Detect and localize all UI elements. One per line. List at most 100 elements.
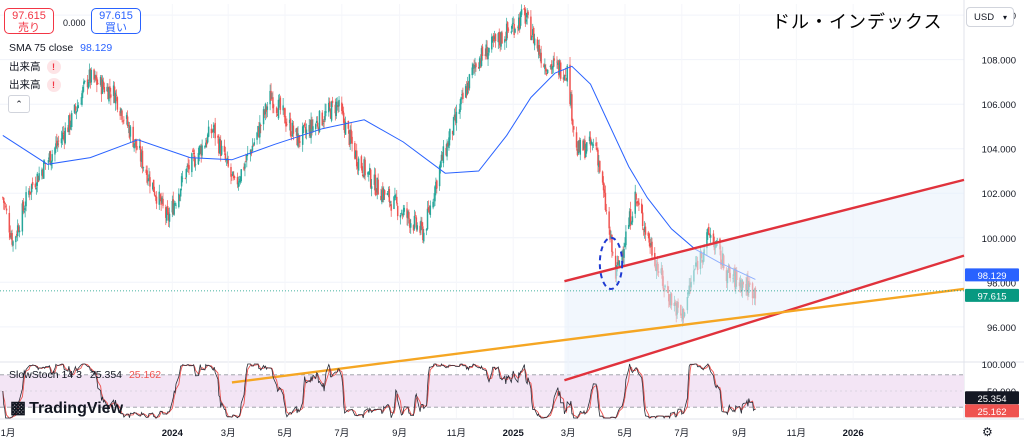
candle-body [82, 86, 84, 94]
candle-body [230, 166, 232, 177]
candle [605, 203, 608, 215]
candle-body [34, 183, 37, 188]
candle-body [62, 132, 65, 134]
candle-body [219, 139, 221, 153]
candle-body [251, 145, 254, 152]
currency-selector[interactable]: USD ▾ [966, 7, 1014, 27]
candle [265, 104, 268, 119]
candle [51, 149, 53, 169]
candle-body [473, 65, 475, 67]
candle [334, 98, 337, 121]
candle-body [608, 211, 610, 229]
candle [531, 35, 533, 41]
candle [440, 150, 443, 168]
candle-body [153, 191, 156, 196]
settings-icon[interactable]: ⚙ [982, 425, 993, 439]
candle [543, 63, 545, 68]
candle [453, 108, 456, 121]
candle [128, 122, 131, 140]
candle [56, 137, 59, 152]
candle-body [433, 198, 435, 200]
candle [459, 99, 461, 119]
candle [36, 171, 39, 193]
candle [454, 106, 457, 126]
trendlines[interactable] [231, 178, 965, 384]
candle [312, 119, 314, 133]
price-axis[interactable]: 110.000108.000106.000104.000102.000100.0… [963, 0, 1016, 418]
candle-body [360, 156, 363, 169]
candle-body [544, 65, 546, 69]
candle [246, 154, 248, 168]
candle-body [601, 171, 604, 183]
candle [266, 101, 269, 118]
warning-icon[interactable]: ! [46, 78, 61, 92]
stoch-legend[interactable]: SlowStoch 14 3 25.354 25.162 [9, 369, 161, 381]
volume-legend-2[interactable]: 出来高! [9, 77, 61, 92]
candle [624, 237, 626, 248]
tradingview-logo[interactable]: ▩ TradingView [10, 398, 123, 418]
candle [409, 218, 412, 234]
candle [572, 125, 575, 137]
candle-body [602, 182, 605, 191]
candle [596, 142, 598, 152]
candle-body [323, 120, 325, 123]
buy-price-button[interactable]: 97.615 買い [91, 8, 141, 34]
candle [507, 27, 510, 33]
candle [631, 211, 634, 226]
candle [477, 62, 480, 69]
sell-price-button[interactable]: 97.615 売り [4, 8, 54, 34]
warning-icon[interactable]: ! [46, 60, 61, 74]
candle [637, 198, 639, 207]
candle-body [644, 226, 647, 235]
candle [499, 32, 501, 52]
candle [5, 204, 8, 215]
candle [364, 157, 366, 181]
candle [376, 177, 378, 200]
candle-body [539, 55, 541, 56]
candle-body [611, 234, 613, 252]
candle [308, 118, 310, 138]
candle-body [223, 145, 226, 152]
candle [10, 230, 12, 240]
candle [641, 204, 644, 231]
candle [433, 193, 435, 208]
candle [100, 75, 103, 102]
candle-body [623, 249, 625, 258]
candle-body [127, 125, 130, 127]
candle [395, 193, 397, 201]
candle [485, 39, 487, 57]
candle-body [459, 103, 461, 113]
candle-body [275, 107, 278, 114]
candle-body [295, 128, 297, 133]
candle-body [635, 193, 637, 200]
candle [484, 48, 487, 60]
candle-body [60, 138, 63, 144]
candle-body [407, 211, 409, 219]
candle [155, 191, 158, 210]
candle [524, 7, 527, 27]
candle-body [572, 126, 575, 130]
candle-body [551, 66, 554, 70]
sma-legend[interactable]: SMA 75 close 98.129 [9, 42, 112, 54]
candle [349, 125, 351, 150]
volume-legend-1[interactable]: 出来高! [9, 59, 61, 74]
candle [362, 174, 364, 178]
candle-body [570, 93, 572, 105]
collapse-legend-button[interactable]: ⌃ [8, 95, 30, 113]
candle-body [441, 155, 444, 161]
stoch-k-badge-text: 25.354 [977, 394, 1006, 405]
candle [513, 18, 515, 38]
candle [337, 101, 339, 114]
candle [708, 223, 710, 236]
candle [42, 168, 44, 180]
time-axis[interactable]: 1月 2024 3月 5月 7月 9月 11月 2025 3月 5月 7月 9月 11月 2026 [0, 418, 1024, 439]
candle [467, 80, 470, 94]
candle-body [16, 234, 18, 236]
candle [115, 89, 118, 102]
candle [263, 108, 266, 119]
candle [598, 154, 600, 174]
candle [113, 81, 116, 104]
price-tick-label: 100.000 [982, 234, 1016, 245]
last-price-badge-bg [965, 288, 1019, 302]
